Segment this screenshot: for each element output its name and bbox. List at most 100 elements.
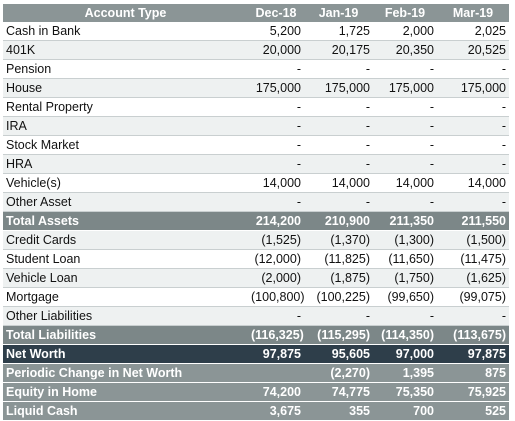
value-cell[interactable]: 14,000 [248, 173, 304, 193]
row-label-cell[interactable]: Periodic Change in Net Worth [3, 363, 248, 383]
value-cell[interactable]: - [373, 135, 437, 155]
value-cell[interactable]: 2,025 [437, 22, 509, 41]
value-cell[interactable]: (115,295) [304, 325, 373, 345]
row-label-cell[interactable]: Total Liabilities [3, 325, 248, 345]
column-header-dec-18[interactable]: Dec-18 [248, 4, 304, 22]
value-cell[interactable]: - [304, 116, 373, 136]
value-cell[interactable]: - [437, 306, 509, 326]
value-cell[interactable]: (99,075) [437, 287, 509, 307]
value-cell[interactable]: 5,200 [248, 22, 304, 41]
value-cell[interactable]: 20,000 [248, 40, 304, 60]
row-label-cell[interactable]: Equity in Home [3, 382, 248, 402]
value-cell[interactable]: (99,650) [373, 287, 437, 307]
value-cell[interactable]: (1,525) [248, 230, 304, 250]
value-cell[interactable]: 97,875 [437, 344, 509, 364]
value-cell[interactable]: 1,725 [304, 22, 373, 41]
value-cell[interactable]: (1,625) [437, 268, 509, 288]
value-cell[interactable]: 97,000 [373, 344, 437, 364]
row-label-cell[interactable]: Student Loan [3, 249, 248, 269]
value-cell[interactable]: (11,825) [304, 249, 373, 269]
value-cell[interactable]: 875 [437, 363, 509, 383]
value-cell[interactable]: (11,650) [373, 249, 437, 269]
column-header-mar-19[interactable]: Mar-19 [437, 4, 509, 22]
value-cell[interactable]: 211,550 [437, 211, 509, 231]
row-label-cell[interactable]: Vehicle Loan [3, 268, 248, 288]
value-cell[interactable]: (2,000) [248, 268, 304, 288]
value-cell[interactable]: 14,000 [373, 173, 437, 193]
value-cell[interactable]: - [248, 116, 304, 136]
value-cell[interactable]: 97,875 [248, 344, 304, 364]
row-label-cell[interactable]: Liquid Cash [3, 401, 248, 421]
value-cell[interactable]: 355 [304, 401, 373, 421]
value-cell[interactable]: 75,925 [437, 382, 509, 402]
value-cell[interactable]: (113,675) [437, 325, 509, 345]
value-cell[interactable]: (2,270) [304, 363, 373, 383]
value-cell[interactable]: - [304, 306, 373, 326]
row-label-cell[interactable]: House [3, 78, 248, 98]
row-label-cell[interactable]: Total Assets [3, 211, 248, 231]
value-cell[interactable]: 211,350 [373, 211, 437, 231]
value-cell[interactable]: - [437, 97, 509, 117]
value-cell[interactable]: 525 [437, 401, 509, 421]
value-cell[interactable]: (1,500) [437, 230, 509, 250]
value-cell[interactable]: - [248, 306, 304, 326]
value-cell[interactable]: 95,605 [304, 344, 373, 364]
value-cell[interactable]: - [437, 59, 509, 79]
value-cell[interactable]: - [373, 97, 437, 117]
value-cell[interactable]: - [304, 97, 373, 117]
value-cell[interactable] [248, 363, 304, 383]
value-cell[interactable]: - [248, 97, 304, 117]
value-cell[interactable]: - [373, 192, 437, 212]
value-cell[interactable]: - [248, 154, 304, 174]
value-cell[interactable]: 1,395 [373, 363, 437, 383]
row-label-cell[interactable]: Other Asset [3, 192, 248, 212]
row-label-cell[interactable]: Stock Market [3, 135, 248, 155]
value-cell[interactable]: 2,000 [373, 22, 437, 41]
value-cell[interactable]: 3,675 [248, 401, 304, 421]
value-cell[interactable]: - [373, 306, 437, 326]
value-cell[interactable]: 74,200 [248, 382, 304, 402]
value-cell[interactable]: 214,200 [248, 211, 304, 231]
value-cell[interactable]: 20,525 [437, 40, 509, 60]
value-cell[interactable]: - [304, 135, 373, 155]
value-cell[interactable]: (1,750) [373, 268, 437, 288]
value-cell[interactable]: - [304, 192, 373, 212]
value-cell[interactable]: - [373, 154, 437, 174]
value-cell[interactable]: - [304, 59, 373, 79]
value-cell[interactable]: - [248, 135, 304, 155]
row-label-cell[interactable]: Pension [3, 59, 248, 79]
value-cell[interactable]: - [437, 154, 509, 174]
value-cell[interactable]: - [437, 192, 509, 212]
value-cell[interactable]: 210,900 [304, 211, 373, 231]
value-cell[interactable]: 74,775 [304, 382, 373, 402]
column-header-account-type[interactable]: Account Type [3, 4, 248, 22]
value-cell[interactable]: - [373, 59, 437, 79]
column-header-feb-19[interactable]: Feb-19 [373, 4, 437, 22]
value-cell[interactable]: 14,000 [437, 173, 509, 193]
row-label-cell[interactable]: HRA [3, 154, 248, 174]
row-label-cell[interactable]: Vehicle(s) [3, 173, 248, 193]
value-cell[interactable]: (100,225) [304, 287, 373, 307]
value-cell[interactable]: (1,370) [304, 230, 373, 250]
value-cell[interactable]: - [248, 192, 304, 212]
value-cell[interactable]: - [437, 135, 509, 155]
row-label-cell[interactable]: Cash in Bank [3, 22, 248, 41]
value-cell[interactable]: - [437, 116, 509, 136]
value-cell[interactable]: (1,300) [373, 230, 437, 250]
value-cell[interactable]: (11,475) [437, 249, 509, 269]
value-cell[interactable]: (116,325) [248, 325, 304, 345]
value-cell[interactable]: 700 [373, 401, 437, 421]
column-header-jan-19[interactable]: Jan-19 [304, 4, 373, 22]
value-cell[interactable]: 14,000 [304, 173, 373, 193]
value-cell[interactable]: 175,000 [248, 78, 304, 98]
value-cell[interactable]: 175,000 [373, 78, 437, 98]
value-cell[interactable]: 20,175 [304, 40, 373, 60]
row-label-cell[interactable]: Credit Cards [3, 230, 248, 250]
value-cell[interactable]: - [304, 154, 373, 174]
value-cell[interactable]: - [373, 116, 437, 136]
row-label-cell[interactable]: Mortgage [3, 287, 248, 307]
row-label-cell[interactable]: Net Worth [3, 344, 248, 364]
row-label-cell[interactable]: IRA [3, 116, 248, 136]
value-cell[interactable]: (100,800) [248, 287, 305, 307]
row-label-cell[interactable]: 401K [3, 40, 248, 60]
